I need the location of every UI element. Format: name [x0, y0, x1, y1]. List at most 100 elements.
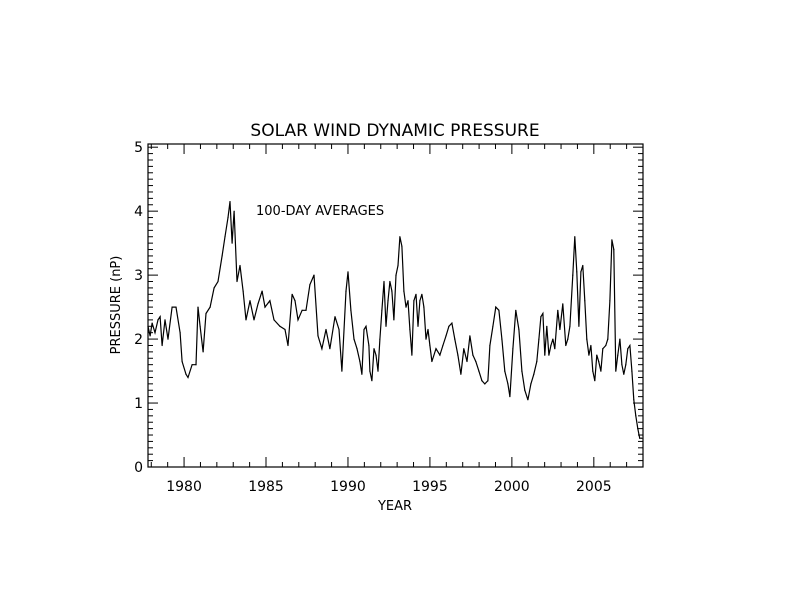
data-point	[419, 300, 421, 302]
data-point	[562, 303, 564, 305]
data-point	[179, 332, 181, 334]
data-point	[197, 306, 199, 308]
data-point	[594, 380, 596, 382]
data-point	[463, 348, 465, 350]
data-point	[609, 300, 611, 302]
y-tick-label: 3	[134, 268, 143, 284]
series-line-pressure	[147, 201, 642, 439]
data-point	[350, 309, 352, 311]
x-tick-label: 2000	[494, 479, 530, 495]
data-point	[329, 348, 331, 350]
data-point	[187, 376, 189, 379]
data-point	[313, 274, 315, 276]
data-point	[527, 399, 529, 401]
x-tick-labels: 1980 1985 1990 1995 2000 2005	[166, 479, 611, 495]
data-point	[175, 306, 177, 308]
series-points	[147, 201, 643, 439]
data-point	[284, 328, 286, 331]
data-point	[512, 348, 514, 350]
data-point	[294, 300, 296, 302]
y-tick-label: 2	[134, 332, 143, 348]
data-point	[548, 354, 550, 356]
data-point	[623, 373, 625, 375]
data-point	[373, 348, 375, 350]
data-point	[619, 338, 621, 340]
data-point	[397, 264, 399, 267]
data-point	[457, 354, 459, 356]
data-point	[257, 303, 259, 305]
data-point	[287, 344, 289, 347]
data-point	[629, 344, 631, 347]
data-point	[421, 293, 423, 295]
y-axis-label: PRESSURE (nP)	[109, 256, 124, 355]
data-point	[439, 354, 441, 356]
data-point	[261, 290, 263, 292]
data-point	[264, 306, 266, 308]
data-point	[345, 290, 347, 292]
data-point	[602, 348, 604, 350]
data-point	[363, 328, 365, 331]
data-point	[554, 348, 556, 350]
data-point	[375, 354, 377, 356]
data-point	[567, 338, 569, 340]
data-point	[338, 328, 340, 331]
data-point	[395, 274, 397, 276]
data-point	[325, 328, 327, 331]
data-point	[409, 328, 411, 331]
data-point	[181, 360, 183, 363]
data-point	[435, 348, 437, 350]
data-point	[574, 236, 576, 238]
data-point	[224, 236, 226, 238]
data-point	[451, 322, 453, 324]
data-point	[361, 373, 363, 375]
data-point	[588, 354, 590, 356]
data-point	[387, 300, 389, 302]
data-point	[550, 344, 552, 347]
data-point	[341, 370, 343, 372]
data-point	[492, 325, 494, 327]
data-point	[379, 338, 381, 340]
data-point	[557, 309, 559, 311]
data-point	[202, 351, 204, 353]
data-point	[487, 380, 489, 382]
data-point	[334, 316, 336, 318]
data-point	[542, 312, 544, 315]
data-point	[495, 306, 497, 308]
data-point	[185, 373, 187, 375]
data-point	[552, 338, 554, 340]
y-tick-labels: 0 1 2 3 4 5	[134, 140, 143, 476]
data-point	[297, 319, 299, 321]
x-tick-label: 1995	[412, 479, 448, 495]
x-tick-label: 2005	[576, 479, 612, 495]
data-point	[427, 328, 429, 331]
x-tick-label: 1985	[248, 479, 284, 495]
data-point	[429, 344, 431, 347]
data-point	[540, 316, 542, 318]
data-point	[309, 284, 311, 286]
data-point	[521, 370, 523, 372]
data-point	[381, 309, 383, 311]
data-point	[347, 271, 349, 273]
data-point	[383, 280, 385, 283]
data-point	[569, 325, 571, 327]
data-point	[448, 325, 450, 327]
data-point	[159, 316, 161, 318]
data-point	[442, 344, 444, 347]
data-point	[518, 328, 520, 331]
data-point	[578, 325, 580, 327]
y-tick-label: 1	[134, 396, 143, 412]
data-point	[305, 309, 307, 311]
data-point	[621, 364, 623, 366]
data-point	[489, 344, 491, 347]
data-point	[385, 325, 387, 327]
data-point	[413, 300, 415, 302]
data-point	[445, 335, 447, 337]
x-axis-label: YEAR	[377, 499, 412, 514]
data-point	[504, 370, 506, 372]
data-point	[600, 370, 602, 372]
data-point	[195, 364, 197, 366]
data-point	[154, 332, 156, 334]
data-point	[411, 354, 413, 356]
data-point	[321, 348, 323, 350]
